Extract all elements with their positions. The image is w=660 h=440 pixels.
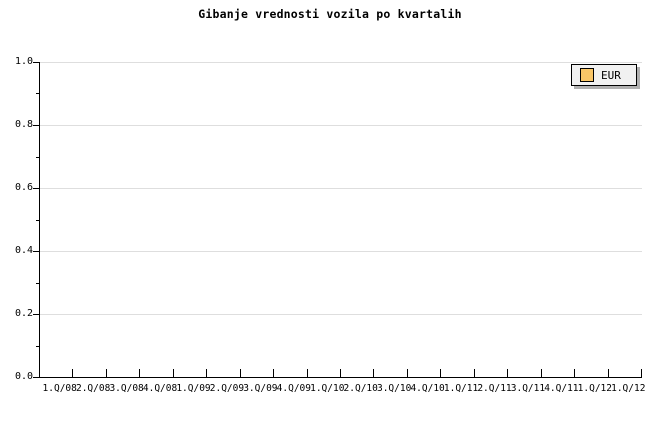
x-axis-tick (273, 369, 274, 377)
x-axis-tick (474, 369, 475, 377)
y-axis-minor-tick (36, 346, 39, 347)
x-axis-tick (507, 369, 508, 377)
plot-area: 1.0 0.8 0.6 0.4 0.2 0.0 1.Q/08 2.Q/08 3.Q/08 4.Q/… (15, 57, 645, 394)
x-axis-label: 2.Q/11 (477, 383, 512, 394)
x-axis-label: 2.Q/09 (209, 383, 245, 394)
x-axis-tick (373, 369, 374, 377)
y-axis-label: 0.8 (14, 119, 33, 130)
y-axis-tick (33, 62, 39, 63)
y-axis-minor-tick (36, 283, 39, 284)
y-axis-minor-tick (36, 220, 39, 221)
y-axis-tick (33, 251, 39, 252)
legend-label: EUR (601, 68, 621, 82)
y-axis-label: 0.4 (14, 245, 33, 256)
x-axis-tick (106, 369, 107, 377)
x-axis-tick (541, 369, 542, 377)
x-axis-label: 4.Q/10 (410, 383, 445, 394)
y-axis-minor-tick (36, 93, 39, 94)
x-axis-label: 1.Q/10 (310, 383, 345, 394)
x-axis-label: 1.Q/12 (611, 383, 646, 394)
x-axis-label: 3.Q/11 (510, 383, 546, 394)
y-axis-label: 1.0 (14, 56, 33, 67)
x-axis-label: 1.Q/11 (443, 383, 479, 394)
x-axis-label: 1.Q/09 (176, 383, 211, 394)
y-axis-label: 0.0 (14, 371, 33, 382)
y-axis-label: 0.2 (14, 308, 33, 319)
gridline (40, 188, 642, 189)
x-axis-label: 2.Q/10 (343, 383, 378, 394)
x-axis-label: 3.Q/10 (376, 383, 412, 394)
x-axis-tick (173, 369, 174, 377)
gridline (40, 314, 642, 315)
x-axis-tick (206, 369, 207, 377)
y-axis-tick (33, 314, 39, 315)
x-axis-tick (240, 369, 241, 377)
x-axis-label: 1.Q/08 (42, 383, 77, 394)
y-axis-tick (33, 125, 39, 126)
gridline (40, 62, 642, 63)
x-axis-label: 2.Q/08 (75, 383, 111, 394)
y-axis-tick (33, 377, 39, 378)
x-axis-tick (72, 369, 73, 377)
x-axis-label: 3.Q/09 (243, 383, 278, 394)
x-axis-tick (440, 369, 441, 377)
y-axis-tick (33, 188, 39, 189)
x-axis-tick (574, 369, 575, 377)
x-axis-tick (307, 369, 308, 377)
x-axis-tick (641, 369, 642, 377)
x-axis-tick (139, 369, 140, 377)
x-axis-label: 1.Q/12 (577, 383, 612, 394)
x-axis-tick (407, 369, 408, 377)
legend-swatch-icon (580, 68, 594, 82)
chart-title: Gibanje vrednosti vozila po kvartalih (198, 7, 462, 21)
legend: EUR (571, 64, 637, 86)
x-axis-tick (608, 369, 609, 377)
x-axis-label: 4.Q/08 (142, 383, 178, 394)
y-axis-label: 0.6 (14, 182, 33, 193)
x-axis-label: 4.Q/09 (276, 383, 311, 394)
x-axis-label: 3.Q/08 (109, 383, 144, 394)
y-axis-minor-tick (36, 157, 39, 158)
x-axis-label: 4.Q/11 (544, 383, 579, 394)
gridline (40, 125, 642, 126)
x-axis-tick (340, 369, 341, 377)
gridline (40, 251, 642, 252)
